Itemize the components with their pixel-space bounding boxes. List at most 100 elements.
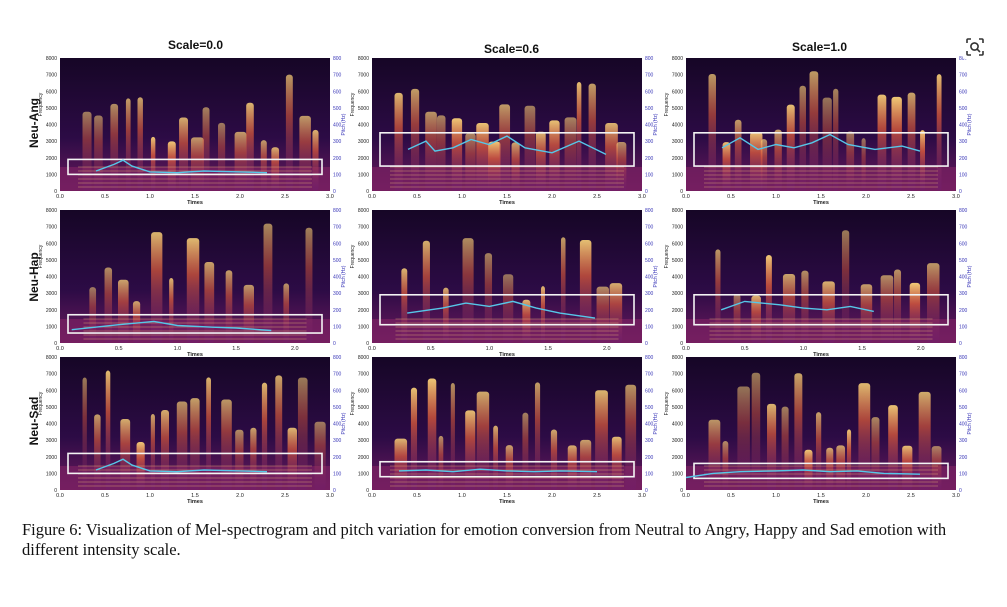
- y-tick-pitch: 600: [959, 241, 968, 247]
- energy-column: [564, 117, 577, 191]
- x-tick: 0.0: [682, 346, 690, 352]
- energy-column: [846, 429, 852, 490]
- energy-column: [579, 240, 592, 343]
- energy-column: [605, 123, 618, 191]
- energy-column: [246, 102, 254, 191]
- energy-columns: [82, 74, 319, 191]
- y-tick-pitch: 100: [645, 172, 654, 178]
- energy-column: [167, 141, 176, 191]
- x-axis-label: Times: [187, 499, 203, 505]
- x-tick: 0.0: [56, 194, 64, 200]
- panel-neu-sad-col2: 0 1000 2000 3000 4000 5000 6000 7000 8000 0 100 200…: [350, 355, 659, 505]
- energy-column: [505, 445, 514, 490]
- pitch-curve: [95, 159, 268, 174]
- lens-search-button[interactable]: [962, 34, 988, 60]
- y-tick-frequency: 7000: [46, 225, 57, 231]
- pitch-curve: [720, 300, 874, 313]
- y-tick-pitch: 600: [333, 241, 342, 247]
- energy-column: [794, 373, 803, 490]
- x-tick: 0.0: [682, 493, 690, 499]
- y-tick-frequency: 0: [366, 488, 369, 494]
- y-tick-pitch: 300: [645, 291, 654, 297]
- energy-column: [550, 429, 558, 490]
- harmonic-lines: [390, 465, 624, 487]
- y-tick-pitch: 400: [959, 422, 968, 428]
- y-tick-pitch: 500: [333, 258, 342, 264]
- energy-column: [484, 253, 493, 343]
- energy-column: [176, 401, 188, 490]
- y-tick-frequency: 3000: [358, 291, 369, 297]
- energy-column: [765, 255, 772, 343]
- y-tick-pitch: 300: [333, 139, 342, 145]
- x-axis-label: Times: [499, 499, 515, 505]
- y-axis-label-frequency: Frequency: [38, 391, 44, 415]
- y-tick-pitch: 300: [333, 438, 342, 444]
- y-tick-pitch: 200: [333, 156, 342, 162]
- y-tick-frequency: 2000: [672, 156, 683, 162]
- energy-column: [846, 131, 855, 191]
- energy-column: [305, 227, 313, 343]
- y-tick-pitch: 800: [645, 56, 654, 62]
- x-tick: 0.0: [368, 346, 376, 352]
- energy-column: [534, 382, 541, 490]
- x-tick: 2.0: [548, 194, 556, 200]
- y-tick-frequency: 1000: [358, 172, 369, 178]
- y-tick-pitch: 200: [959, 156, 968, 162]
- energy-column: [809, 71, 819, 191]
- energy-column: [450, 382, 455, 490]
- energy-column: [588, 83, 596, 191]
- energy-column: [476, 391, 490, 490]
- y-tick-frequency: 8000: [358, 208, 369, 214]
- y-tick-pitch: 600: [333, 388, 342, 394]
- y-tick-frequency: 6000: [46, 241, 57, 247]
- y-tick-pitch: 800: [959, 355, 968, 361]
- y-axis-label-pitch: Pitch (Hz): [967, 113, 973, 135]
- x-tick: 2.0: [603, 346, 611, 352]
- y-tick-pitch: 300: [959, 438, 968, 444]
- y-axis-label-frequency: Frequency: [350, 92, 356, 116]
- energy-column: [760, 139, 768, 191]
- x-tick: 2.0: [862, 194, 870, 200]
- y-tick-pitch: 600: [645, 388, 654, 394]
- y-tick-frequency: 8000: [46, 208, 57, 214]
- energy-column: [410, 88, 420, 191]
- y-tick-frequency: 1000: [46, 471, 57, 477]
- y-tick-pitch: 400: [959, 123, 968, 129]
- y-tick-frequency: 0: [680, 488, 683, 494]
- y-tick-frequency: 0: [680, 189, 683, 195]
- y-tick-pitch: 500: [645, 405, 654, 411]
- y-tick-pitch: 200: [333, 455, 342, 461]
- x-tick: 0.0: [368, 493, 376, 499]
- y-tick-pitch: 800: [645, 208, 654, 214]
- x-tick: 0.0: [368, 194, 376, 200]
- y-axis-label-pitch: Pitch (Hz): [653, 113, 659, 135]
- y-tick-frequency: 6000: [672, 388, 683, 394]
- panel-neu-sad-col3: 0 1000 2000 3000 4000 5000 6000 7000 8000 0 100 200…: [664, 355, 973, 505]
- y-tick-pitch: 700: [645, 73, 654, 79]
- y-tick-frequency: 2000: [46, 455, 57, 461]
- energy-column: [271, 147, 280, 191]
- y-tick-frequency: 1000: [46, 324, 57, 330]
- y-axis-label-pitch: Pitch (Hz): [341, 113, 347, 135]
- panel-neu-hap-col2: 0 1000 2000 3000 4000 5000 6000 7000 8000 0 100 200…: [350, 208, 659, 358]
- pitch-highlight-box: [67, 158, 323, 176]
- energy-column: [260, 140, 267, 191]
- x-tick: 1.5: [817, 194, 825, 200]
- y-tick-frequency: 8000: [46, 355, 57, 361]
- y-tick-pitch: 800: [645, 355, 654, 361]
- energy-column: [312, 129, 319, 191]
- energy-column: [261, 382, 268, 490]
- energy-column: [110, 103, 119, 191]
- x-tick: 3.0: [638, 194, 646, 200]
- energy-column: [451, 118, 463, 191]
- energy-column: [117, 279, 129, 343]
- y-tick-frequency: 2000: [46, 156, 57, 162]
- energy-column: [125, 98, 131, 191]
- x-tick: 1.5: [232, 346, 240, 352]
- energy-column: [299, 115, 311, 191]
- pitch-curve: [95, 458, 268, 473]
- y-tick-frequency: 0: [366, 341, 369, 347]
- x-tick: 1.5: [858, 346, 866, 352]
- y-tick-frequency: 0: [54, 189, 57, 195]
- pitch-curve: [721, 133, 921, 152]
